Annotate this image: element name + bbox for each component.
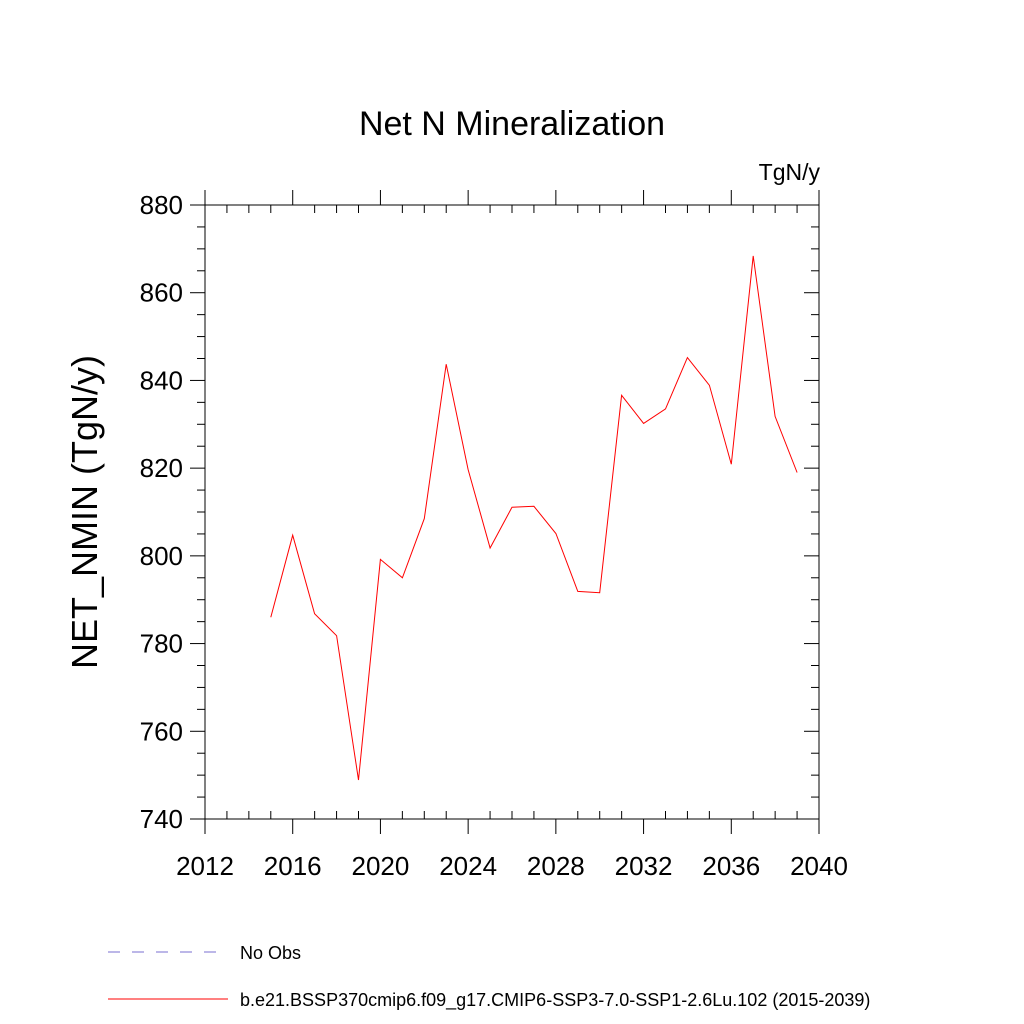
- x-tick-label: 2028: [527, 851, 585, 881]
- y-axis-label: NET_NMIN (TgN/y): [64, 355, 105, 669]
- y-tick-label: 880: [140, 190, 183, 220]
- legend-label-1: b.e21.BSSP370cmip6.f09_g17.CMIP6-SSP3-7.…: [240, 990, 870, 1011]
- legend: No Obs b.e21.BSSP370cmip6.f09_g17.CMIP6-S…: [108, 943, 870, 1011]
- y-tick-labels: 740 760 780 800 820 840 860 880: [140, 190, 183, 834]
- x-tick-label: 2016: [264, 851, 322, 881]
- y-tick-label: 760: [140, 716, 183, 746]
- units-label: TgN/y: [759, 159, 821, 185]
- x-tick-label: 2040: [790, 851, 848, 881]
- series-line-1: [270, 255, 798, 781]
- x-tick-label: 2020: [352, 851, 410, 881]
- legend-label-0: No Obs: [240, 943, 301, 963]
- y-tick-label: 820: [140, 453, 183, 483]
- y-tick-label: 740: [140, 804, 183, 834]
- axis-ticks: [190, 190, 820, 834]
- x-tick-labels: 2012 2016 2020 2024 2028 2032 2036 2040: [176, 851, 848, 881]
- x-tick-label: 2036: [702, 851, 760, 881]
- plot-frame: [204, 204, 820, 820]
- y-tick-label: 800: [140, 541, 183, 571]
- y-tick-label: 780: [140, 629, 183, 659]
- y-tick-label: 860: [140, 278, 183, 308]
- x-tick-label: 2024: [439, 851, 497, 881]
- x-tick-label: 2012: [176, 851, 234, 881]
- chart-title: Net N Mineralization: [359, 105, 665, 143]
- y-tick-label: 840: [140, 365, 183, 395]
- x-tick-label: 2032: [615, 851, 673, 881]
- series-group: [270, 255, 798, 781]
